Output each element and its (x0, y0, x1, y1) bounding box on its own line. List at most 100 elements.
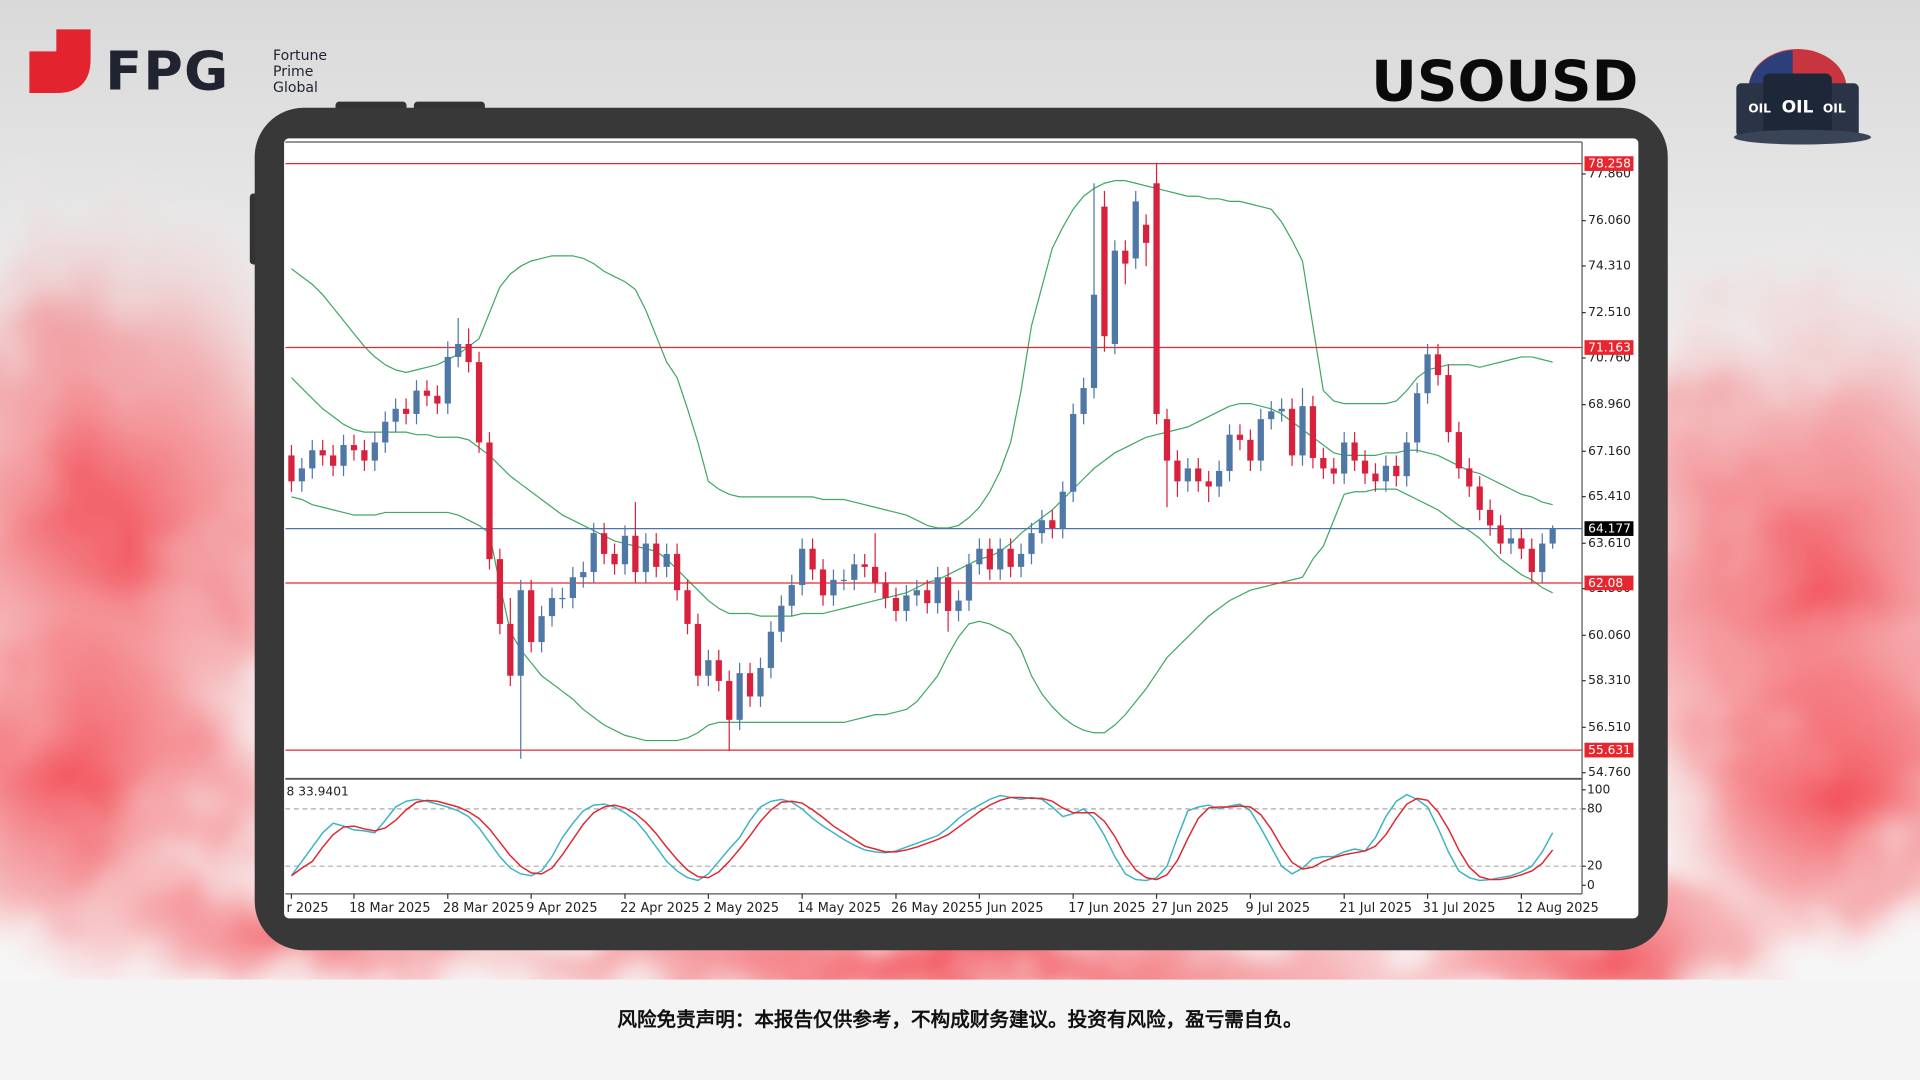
candle-body (830, 579, 837, 596)
y-tick-label: 56.510 (1588, 720, 1631, 734)
level-box (1584, 742, 1634, 758)
candle-body (736, 673, 743, 720)
plot (285, 162, 1583, 882)
candle-body (455, 343, 462, 357)
candle-body (329, 455, 337, 466)
level-box (1584, 156, 1634, 171)
candle-body (788, 585, 795, 606)
candle-body (528, 590, 535, 643)
candle-body (1476, 486, 1483, 510)
candle-body (903, 595, 910, 611)
y-tick-label: 60.060 (1588, 628, 1631, 642)
candle-body (955, 600, 962, 611)
level-box (1584, 340, 1634, 355)
candle-body (965, 564, 973, 601)
indicator-label: 8 33.9401 (287, 785, 349, 799)
candle-body (632, 535, 639, 573)
candle-body (1445, 375, 1452, 433)
candle-body (819, 569, 827, 596)
candle-body (976, 548, 983, 565)
oil-label: OIL (1823, 102, 1846, 116)
level-box (1584, 521, 1634, 536)
candle-body (673, 553, 681, 591)
candle-body (1330, 468, 1337, 474)
candle-body (1455, 432, 1462, 469)
candle-body (444, 356, 451, 404)
y-tick-label: 58.310 (1588, 673, 1631, 687)
candle-body (1101, 206, 1108, 337)
candle-body (997, 548, 1004, 570)
candle-body (392, 408, 399, 422)
candle-body (872, 566, 879, 583)
x-tick-label: 5 Jun 2025 (974, 901, 1043, 916)
candle-body (1549, 528, 1556, 544)
candle-body (1507, 538, 1515, 544)
candle-body (1090, 294, 1098, 389)
candle-body (986, 548, 993, 570)
x-tick-label: 27 Jun 2025 (1152, 901, 1229, 916)
candle-body (1174, 460, 1181, 482)
candle-body (621, 535, 629, 565)
candle-body (1132, 201, 1139, 259)
candle-body (1028, 533, 1035, 554)
x-tick-label: 26 May 2025 (891, 901, 975, 916)
candle-body (1518, 538, 1525, 549)
candle-body (475, 362, 483, 443)
x-tick-label: 14 May 2025 (797, 901, 881, 916)
y-tick-label: 67.160 (1588, 444, 1631, 458)
level-label: 71.163 (1588, 341, 1631, 355)
logo: FPG Fortune Prime Global (29, 29, 327, 102)
y-tick-label: 74.310 (1588, 258, 1631, 272)
candle-body (1382, 465, 1390, 482)
y-tick-label: 68.960 (1588, 397, 1631, 411)
candle-body (757, 667, 764, 697)
candle-body (1466, 468, 1473, 487)
candle-body (1393, 465, 1400, 477)
candle-body (1497, 525, 1504, 544)
candle-body (569, 577, 576, 598)
tagline: Global (273, 80, 318, 96)
x-tick-label: r 2025 (287, 901, 329, 916)
y-tick-label: 80 (1587, 801, 1603, 815)
candle-body (1007, 548, 1014, 567)
candle-body (1486, 509, 1494, 526)
candle-body (1215, 470, 1223, 487)
candle-body (913, 590, 920, 596)
candle-body (767, 631, 775, 668)
candle-body (1528, 548, 1535, 573)
x-tick-label: 22 Apr 2025 (620, 901, 699, 916)
candle-body (1111, 250, 1118, 344)
candle-body (548, 597, 556, 617)
x-tick-label: 17 Jun 2025 (1068, 901, 1145, 916)
candle-body (1195, 468, 1202, 482)
candle-body (496, 559, 504, 624)
x-tick-label: 18 Mar 2025 (349, 901, 430, 916)
candle-body (1184, 468, 1191, 482)
chart: 8 33.9401 77.86076.06074.31072.51070.760… (285, 141, 1634, 916)
candle-body (1163, 419, 1171, 461)
candle-body (1309, 406, 1317, 459)
candle-body (309, 450, 316, 469)
candle-body (1320, 458, 1327, 469)
candle-body (288, 455, 295, 482)
candle-body (642, 543, 649, 573)
y-tick-label: 65.410 (1588, 489, 1631, 503)
stochastic-line (290, 796, 1554, 881)
candle-body (413, 390, 420, 414)
x-tick-label: 12 Aug 2025 (1516, 901, 1598, 916)
level-label: 78.258 (1588, 157, 1631, 171)
candle-body (1038, 520, 1046, 534)
candle-body (934, 577, 941, 604)
candle-body (538, 616, 545, 643)
candle-body (653, 543, 660, 567)
candle-body (1299, 406, 1306, 456)
x-tick-label: 31 Jul 2025 (1423, 901, 1496, 916)
candle-body (319, 450, 326, 456)
x-tick-label: 2 May 2025 (703, 901, 779, 916)
y-tick-label: 54.760 (1588, 765, 1631, 779)
candle-body (361, 450, 368, 461)
y-tick-label: 72.510 (1588, 305, 1631, 319)
x-tick-label: 9 Jul 2025 (1245, 901, 1310, 916)
candle-body (1080, 388, 1087, 414)
